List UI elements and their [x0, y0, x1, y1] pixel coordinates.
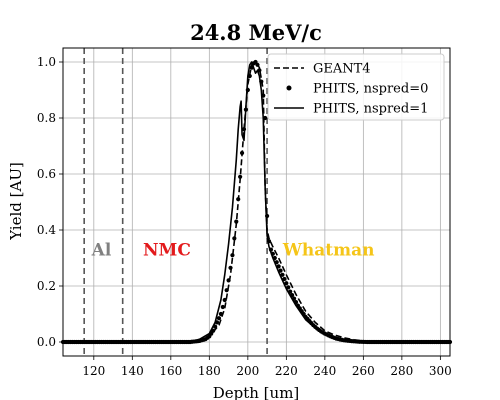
axis-ticks: 120 140 160 180 200 220 240 260 280 300 0.0 0.2 0.4 0…	[37, 55, 452, 378]
y-tick-label: 1.0	[37, 55, 56, 69]
data-point	[239, 150, 245, 156]
data-point	[280, 272, 285, 277]
region-label: Whatman	[282, 241, 375, 261]
plot-frame	[62, 47, 451, 357]
x-tick-label: 140	[121, 364, 144, 378]
legend-entry: PHITS, nspred=1	[313, 102, 428, 117]
data-series	[60, 59, 453, 345]
data-point	[236, 197, 241, 202]
legend: GEANT4 PHITS, nspred=0 PHITS, nspred=1	[267, 53, 445, 121]
y-tick-label: 0.0	[37, 335, 56, 349]
chart-title: 24.8 MeV/c	[190, 20, 322, 45]
x-tick-label: 260	[352, 364, 375, 378]
region-labels: Al NMC Whatman	[91, 241, 375, 261]
x-tick-label: 160	[159, 364, 182, 378]
series-line-solid	[63, 61, 450, 343]
x-tick-label: 200	[236, 364, 259, 378]
x-tick-label: 220	[275, 364, 298, 378]
x-tick-label: 300	[429, 364, 452, 378]
y-tick-label: 0.6	[37, 167, 56, 181]
layer-boundaries	[83, 48, 268, 356]
data-point	[234, 219, 239, 224]
y-tick-label: 0.2	[37, 279, 56, 293]
x-tick-label: 180	[198, 364, 221, 378]
data-point	[282, 276, 287, 282]
data-point	[226, 278, 231, 283]
data-point	[218, 311, 223, 317]
data-point	[284, 281, 289, 286]
x-tick-label: 280	[390, 364, 413, 378]
x-tick-label: 240	[313, 364, 336, 378]
data-point	[286, 285, 291, 290]
x-axis-label: Depth [um]	[213, 384, 300, 400]
y-tick-label: 0.8	[37, 111, 56, 125]
data-point	[222, 297, 227, 303]
x-tick-label: 120	[82, 364, 105, 378]
y-tick-label: 0.4	[37, 223, 56, 237]
data-point	[232, 236, 237, 241]
data-point	[255, 62, 260, 67]
region-label: NMC	[143, 241, 191, 261]
legend-marker	[286, 85, 292, 91]
data-point	[216, 316, 222, 321]
legend-entry: GEANT4	[313, 62, 371, 77]
data-point	[228, 265, 233, 270]
legend-box	[267, 53, 445, 121]
data-point	[263, 115, 268, 121]
region-label: Al	[91, 241, 112, 261]
data-point	[220, 304, 225, 310]
y-axis-label: Yield [AU]	[7, 162, 25, 241]
legend-entry: PHITS, nspred=0	[313, 82, 428, 97]
data-point	[278, 268, 283, 273]
data-point	[224, 288, 229, 293]
data-point	[238, 174, 243, 179]
data-point	[230, 253, 235, 258]
